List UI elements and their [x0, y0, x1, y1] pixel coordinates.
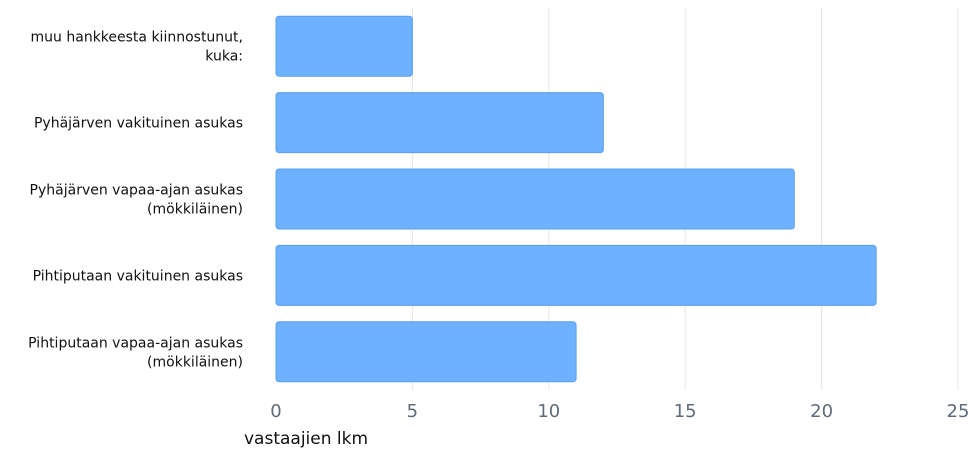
category-label: Pihtiputaan vapaa-ajan asukas (mökkiläine…	[28, 335, 243, 370]
bar[interactable]	[275, 92, 604, 154]
bar[interactable]	[275, 15, 413, 77]
bar[interactable]	[275, 168, 795, 230]
x-tick-label: 25	[947, 401, 968, 422]
x-tick-label: 5	[407, 401, 418, 422]
category-labels: muu hankkeesta kiinnostunut, kuka: Pyhäjär…	[28, 30, 243, 371]
category-label-line: Pihtiputaan vakituinen asukas	[33, 268, 243, 284]
category-label: Pyhäjärven vakituinen asukas	[34, 116, 243, 132]
x-tick-label: 0	[270, 401, 281, 422]
category-label: Pyhäjärven vapaa-ajan asukas (mökkiläinen…	[30, 183, 243, 218]
category-label: muu hankkeesta kiinnostunut, kuka:	[31, 30, 243, 65]
category-label-line: Pyhäjärven vapaa-ajan asukas	[30, 183, 243, 199]
category-label-line: Pyhäjärven vakituinen asukas	[34, 116, 243, 132]
x-tick-label: 10	[537, 401, 560, 422]
category-label-line: muu hankkeesta kiinnostunut,	[31, 30, 243, 46]
x-axis-ticks: 0 5 10 15 20 25	[270, 401, 968, 422]
bar[interactable]	[275, 321, 577, 383]
category-label-line: kuka:	[205, 49, 243, 65]
category-label-line: (mökkiläinen)	[147, 202, 243, 218]
x-axis-title: vastaajien lkm	[244, 429, 368, 449]
x-tick-label: 15	[674, 401, 697, 422]
bars	[275, 15, 877, 383]
category-label-line: (mökkiläinen)	[147, 354, 243, 370]
x-tick-label: 20	[810, 401, 833, 422]
bar[interactable]	[275, 244, 877, 306]
category-label: Pihtiputaan vakituinen asukas	[33, 268, 243, 284]
category-label-line: Pihtiputaan vapaa-ajan asukas	[28, 335, 243, 351]
